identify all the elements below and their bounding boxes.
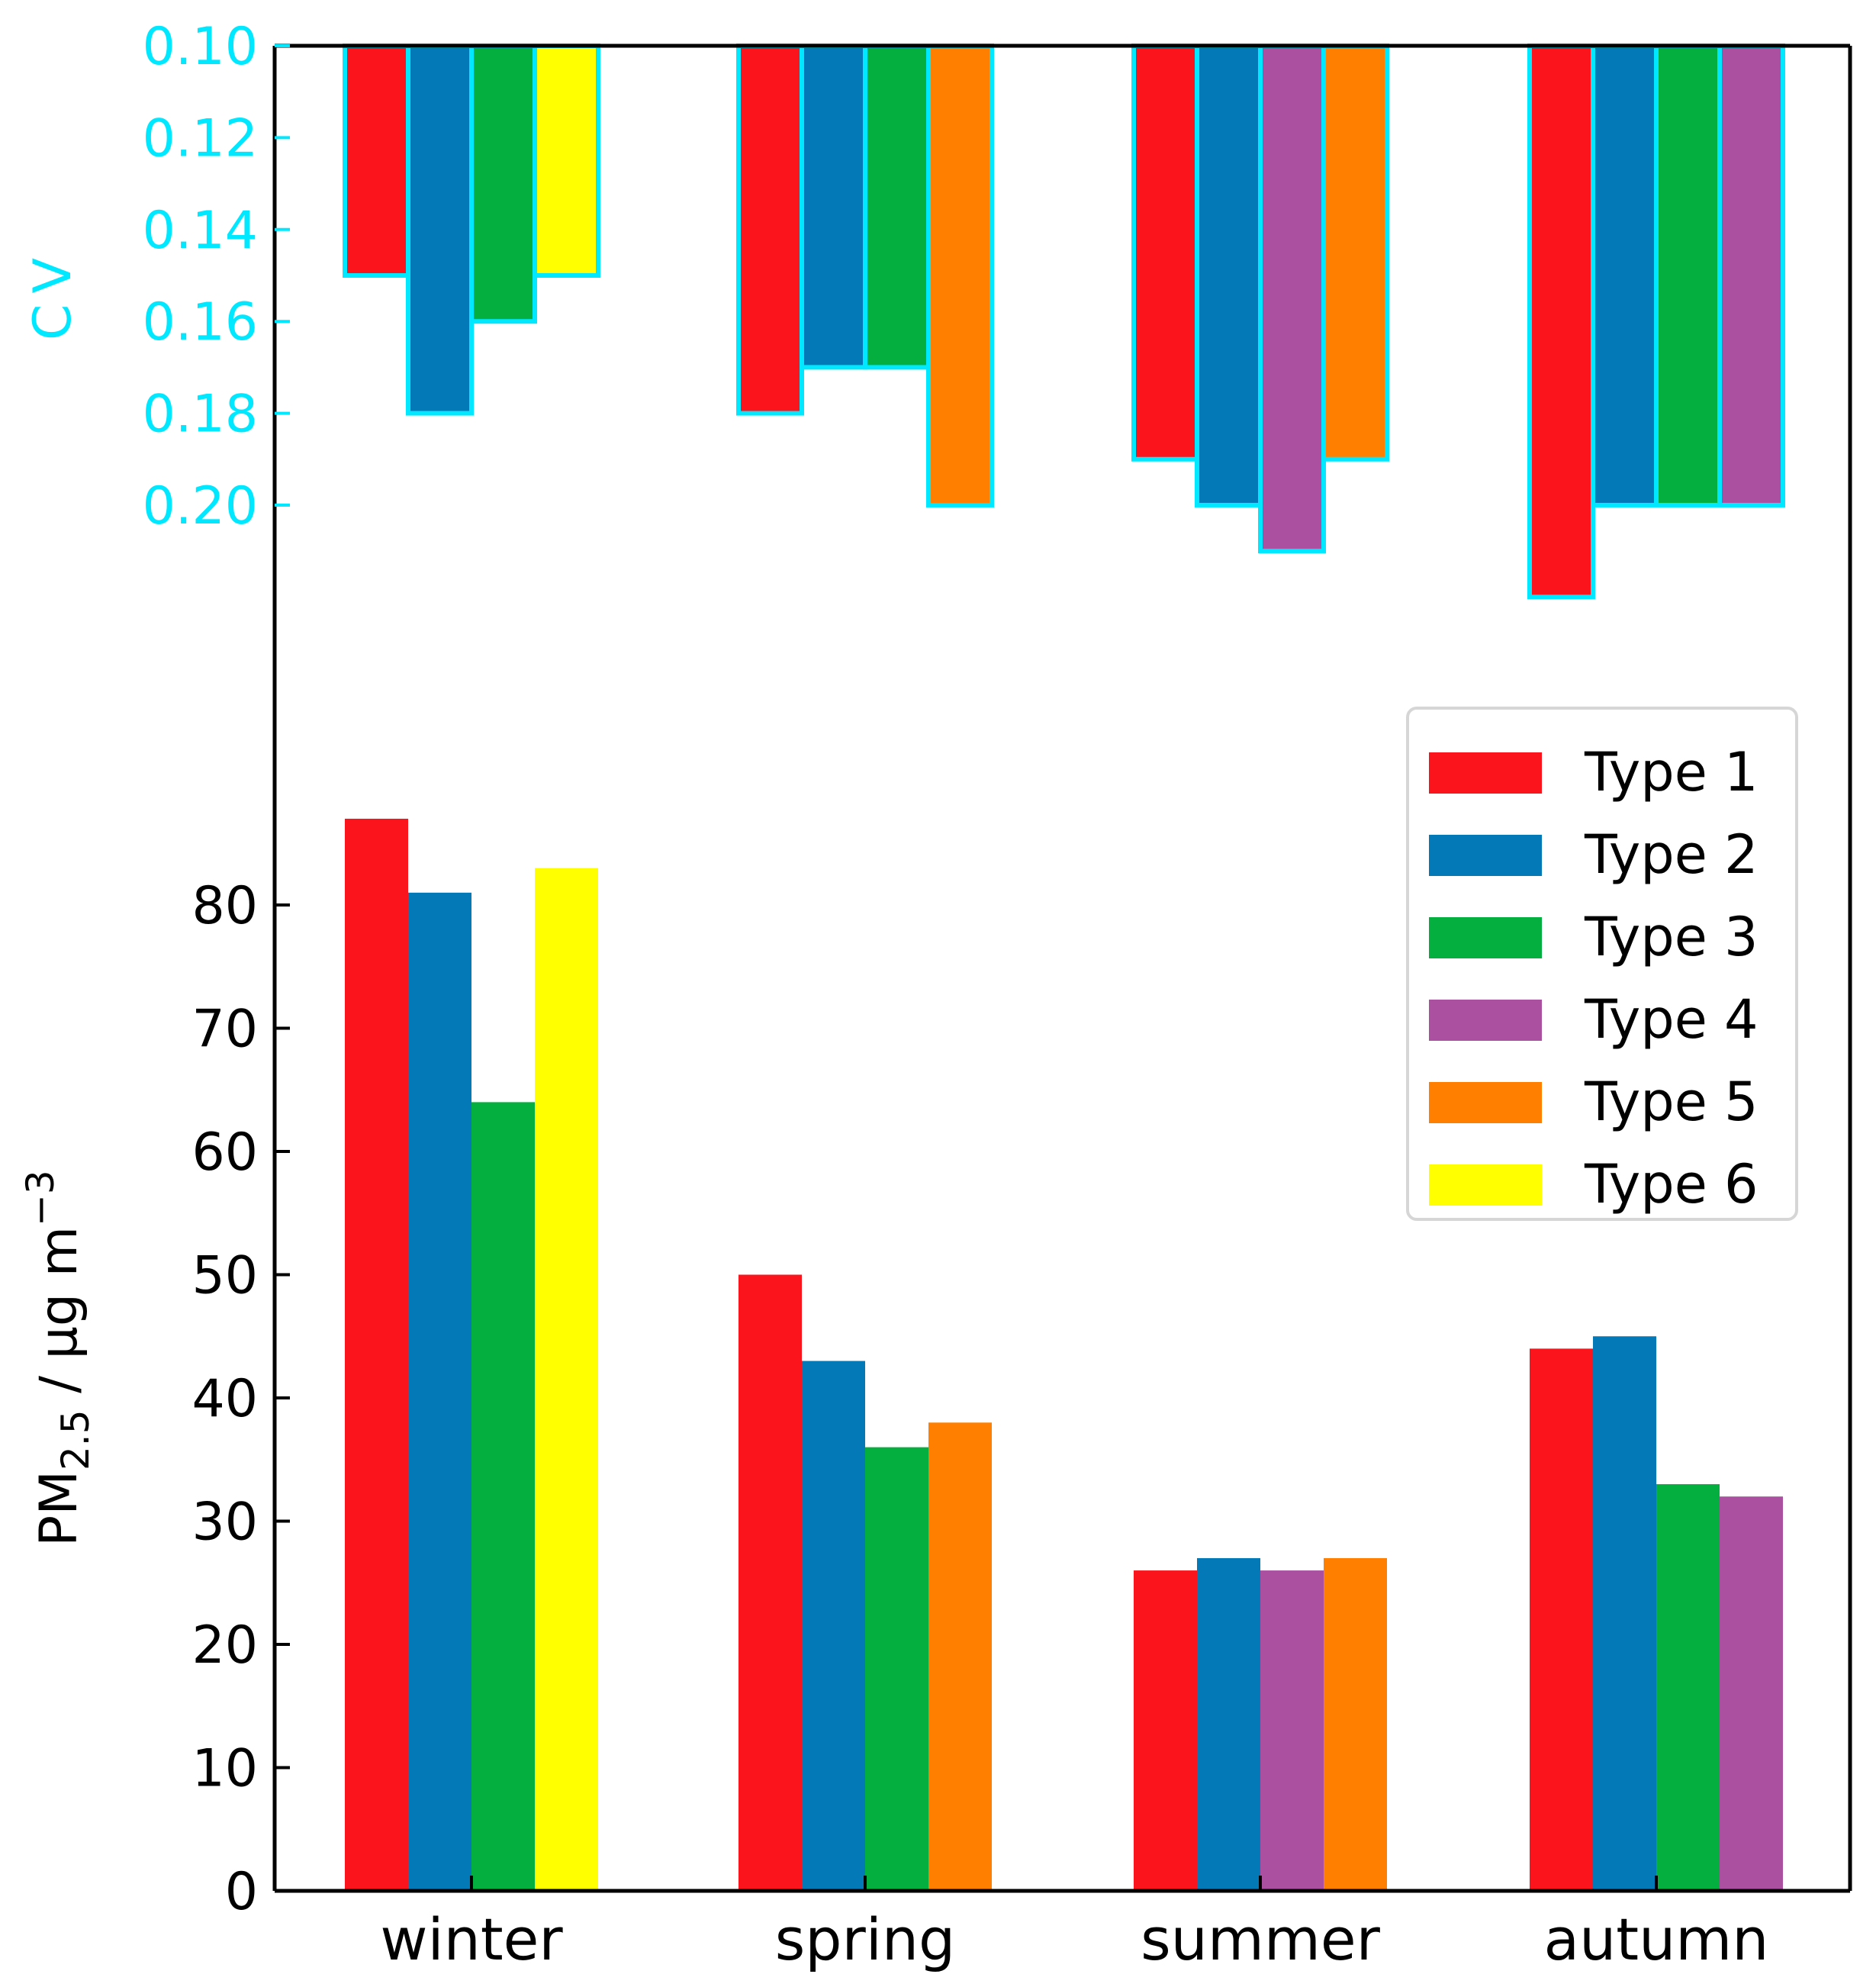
cv-bar-autumn-type4 [1717, 43, 1785, 507]
cv-bar-spring-type2 [800, 43, 867, 370]
x-tick-label-spring: spring [775, 1905, 956, 1973]
legend-label-type5: Type 5 [1584, 1071, 1759, 1133]
cv-tick-label: 0.16 [143, 292, 258, 353]
pm25-tick-label: 40 [191, 1369, 258, 1429]
cv-bar-winter-type1 [343, 43, 410, 278]
cv-tick-label: 0.14 [143, 201, 258, 261]
pm25-bar-autumn-type2 [1593, 1336, 1656, 1891]
cv-bar-summer-type2 [1195, 43, 1263, 507]
pm25-bar-summer-type5 [1324, 1557, 1387, 1891]
pm25-bar-winter-type2 [408, 892, 471, 1891]
pm25-bar-summer-type1 [1134, 1570, 1197, 1891]
pm25-bars [345, 818, 1783, 1891]
legend-swatch-type2 [1429, 835, 1542, 876]
pm25-bar-winter-type6 [535, 868, 598, 1891]
pm25-bar-winter-type3 [471, 1102, 535, 1891]
cv-bar-autumn-type3 [1654, 43, 1722, 507]
pm25-tick-label: 70 [191, 1000, 258, 1060]
cv-tick-label: 0.18 [143, 385, 258, 445]
legend: Type 1 Type 2 Type 3 Type 4 Type 5 Type 6 [1406, 707, 1798, 1221]
pm25-bar-winter-type1 [345, 818, 408, 1891]
legend-swatch-type3 [1429, 917, 1542, 958]
cv-bar-summer-type4 [1258, 43, 1326, 554]
pm25-bar-summer-type2 [1197, 1557, 1260, 1891]
pm25-tick-label: 10 [191, 1739, 258, 1799]
legend-swatch-type6 [1429, 1164, 1542, 1206]
legend-swatch-type5 [1429, 1082, 1542, 1123]
cv-bar-spring-type1 [736, 43, 804, 416]
pm25-bar-autumn-type1 [1530, 1348, 1593, 1891]
pm25-tick-label: 20 [191, 1615, 258, 1676]
pm25-tick-label: 80 [191, 876, 258, 936]
pm25-bar-summer-type4 [1260, 1570, 1324, 1891]
axis-labels: PM2.5 / μg m−3 CV [18, 247, 98, 1547]
pm25-bar-spring-type3 [865, 1447, 928, 1891]
pm25-tick-label: 30 [191, 1493, 258, 1553]
x-tick-label-summer: summer [1141, 1905, 1381, 1973]
pm25-bar-spring-type1 [738, 1274, 802, 1891]
legend-label-type6: Type 6 [1584, 1153, 1759, 1216]
ticks: 0 10 20 30 40 50 60 70 80 0.10 0.12 0.14 0.16 0.18 0.2… [143, 17, 1769, 1973]
pm25-bar-spring-type5 [928, 1422, 992, 1891]
pm25-axis-title: PM2.5 / μg m−3 [18, 1170, 98, 1546]
cv-bar-summer-type5 [1321, 43, 1389, 462]
legend-label-type2: Type 2 [1584, 823, 1759, 886]
cv-tick-label: 0.10 [143, 17, 258, 77]
legend-label-type4: Type 4 [1584, 988, 1759, 1051]
cv-bar-autumn-type2 [1591, 43, 1659, 507]
cv-bar-spring-type5 [926, 43, 994, 507]
pm25-bar-spring-type2 [802, 1361, 865, 1891]
cv-tick-label: 0.12 [143, 108, 258, 169]
pm25-bar-autumn-type3 [1656, 1484, 1720, 1891]
x-tick-label-autumn: autumn [1544, 1905, 1769, 1973]
cv-bar-winter-type6 [533, 43, 600, 278]
cv-bar-summer-type1 [1131, 43, 1199, 462]
legend-label-type3: Type 3 [1584, 906, 1759, 968]
axes [272, 43, 1852, 1893]
legend-swatch-type4 [1429, 1000, 1542, 1041]
pm25-tick-label: 50 [191, 1246, 258, 1306]
cv-axis-title: CV [23, 247, 83, 340]
x-tick-label-winter: winter [380, 1905, 563, 1973]
cv-bar-winter-type2 [406, 43, 474, 416]
legend-swatch-type1 [1429, 752, 1542, 794]
cv-bar-winter-type3 [469, 43, 537, 324]
pm25-tick-label: 60 [191, 1122, 258, 1183]
cv-bar-spring-type3 [863, 43, 931, 370]
legend-label-type1: Type 1 [1584, 741, 1759, 803]
pm25-tick-label: 0 [225, 1862, 258, 1922]
cv-bars [343, 43, 1785, 600]
cv-bar-autumn-type1 [1527, 43, 1595, 600]
pm25-bar-autumn-type4 [1720, 1496, 1783, 1891]
cv-tick-label: 0.20 [143, 476, 258, 536]
